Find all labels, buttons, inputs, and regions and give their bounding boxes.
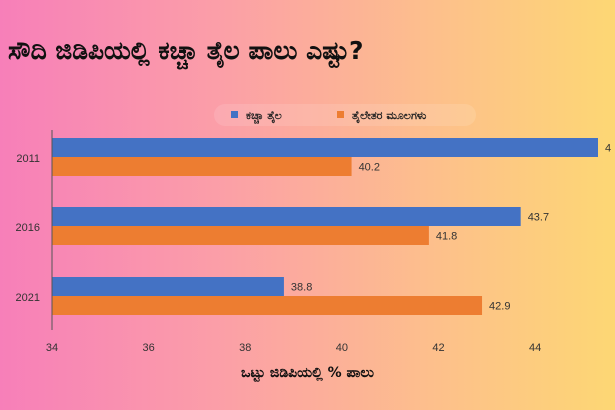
bar-non-oil-2021 bbox=[52, 296, 483, 315]
data-label: 43.7 bbox=[528, 212, 549, 224]
legend-item-crude-oil-swatch bbox=[231, 111, 238, 118]
x-tick-label: 40 bbox=[336, 342, 348, 354]
legend-item-non-oil-swatch bbox=[337, 111, 344, 118]
bars: 4 40.2 43.7 41.8 38.8 42.9 bbox=[52, 138, 611, 315]
bar-crude-oil-2011 bbox=[52, 138, 598, 157]
data-label: 38.8 bbox=[291, 282, 312, 294]
data-label: 41.8 bbox=[436, 231, 457, 243]
data-label: 4 bbox=[605, 143, 611, 155]
y-tick-label: 2011 bbox=[16, 153, 40, 165]
legend-item-non-oil-label: ತೈಲೇತರ ಮೂಲಗಳು bbox=[352, 109, 427, 123]
x-tick-label: 44 bbox=[529, 342, 541, 354]
y-tick-label: 2021 bbox=[16, 292, 40, 304]
data-label: 40.2 bbox=[359, 162, 380, 174]
x-tick-label: 34 bbox=[46, 342, 58, 354]
x-tick-label: 36 bbox=[143, 342, 155, 354]
legend: ಕಚ್ಚಾ ತೈಲ ತೈಲೇತರ ಮೂಲಗಳು bbox=[214, 104, 476, 126]
x-tick-label: 38 bbox=[239, 342, 251, 354]
bar-non-oil-2016 bbox=[52, 226, 429, 245]
data-label: 42.9 bbox=[489, 301, 510, 313]
legend-background bbox=[214, 104, 476, 126]
axes: 2011 2016 2021 34 36 38 40 42 44 bbox=[16, 130, 541, 354]
chart-title: ಸೌದಿ ಜಿಡಿಪಿಯಲ್ಲಿ ಕಚ್ಚಾ ತೈಲ ಪಾಲು ಎಷ್ಟು? bbox=[8, 36, 364, 65]
legend-item-crude-oil-label: ಕಚ್ಚಾ ತೈಲ bbox=[246, 109, 282, 124]
x-axis-label: ಒಟ್ಟು ಜಿಡಿಪಿಯಲ್ಲಿ % ಪಾಲು bbox=[241, 365, 374, 381]
y-tick-label: 2016 bbox=[16, 222, 40, 234]
bar-crude-oil-2021 bbox=[52, 277, 284, 296]
bar-non-oil-2011 bbox=[52, 157, 352, 176]
x-tick-label: 42 bbox=[432, 342, 444, 354]
bar-crude-oil-2016 bbox=[52, 207, 521, 226]
